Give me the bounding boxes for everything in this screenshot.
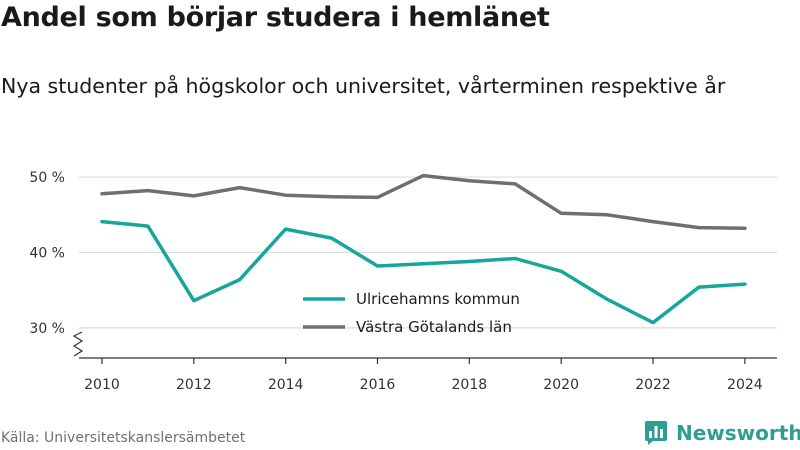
x-tick-label: 2016 [360,377,396,393]
legend-label: Västra Götalands län [356,318,512,336]
series-lines [100,173,747,325]
legend: Ulricehamns kommun Västra Götalands län [303,290,520,336]
y-axis: 30 % 40 % 50 % [29,170,84,357]
x-tick-label: 2020 [543,377,579,393]
chart-title: Andel som börjar studera i hemlänet [1,2,550,33]
source-note: Källa: Universitetskanslersämbetet [1,430,246,446]
x-axis: 2010 2012 2014 2016 2018 2020 2022 2024 [79,357,777,393]
brand-logo: Newsworthy [644,420,800,446]
x-tick-label: 2018 [452,377,488,393]
x-tick-label: 2022 [635,377,671,393]
chart-subtitle: Nya studenter på högskolor och universit… [1,74,726,98]
series-line-2 [100,173,747,231]
series-line-1 [100,219,747,325]
y-tick-label: 50 % [29,170,65,186]
y-tick-label: 40 % [29,245,65,261]
legend-label: Ulricehamns kommun [356,290,520,308]
x-tick-label: 2010 [84,377,120,393]
brand-name: Newsworthy [676,421,800,445]
newsworthy-logo-icon [645,421,667,445]
x-tick-label: 2024 [727,377,763,393]
y-tick-label: 30 % [29,321,65,337]
line-chart: 2010 2012 2014 2016 2018 2020 2022 2024 30 % 40 … [29,170,777,393]
x-tick-label: 2012 [176,377,212,393]
axis-break-icon [72,331,84,357]
x-tick-label: 2014 [268,377,304,393]
